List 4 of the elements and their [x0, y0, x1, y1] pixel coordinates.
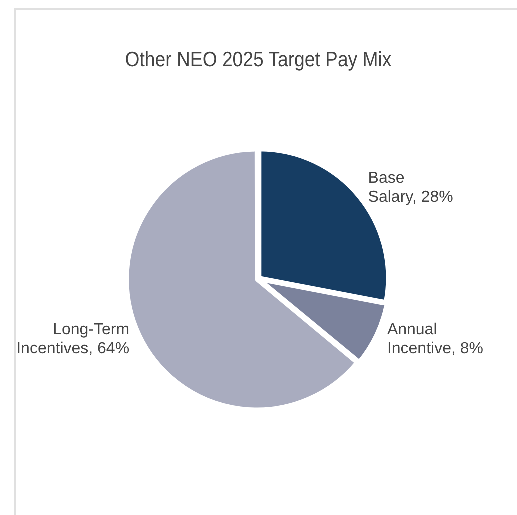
chart-title: Other NEO 2025 Target Pay Mix: [125, 48, 392, 72]
slice-label: Long-Term Incentives, 64%: [16, 322, 130, 358]
slice-label: Base Salary, 28%: [368, 170, 454, 206]
slice-label: Annual Incentive, 8%: [387, 322, 484, 358]
